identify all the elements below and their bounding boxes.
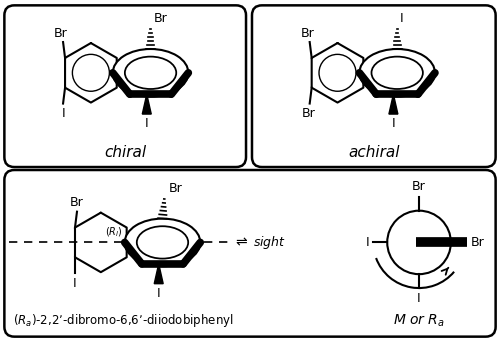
- Text: $(R_l)$: $(R_l)$: [105, 226, 122, 239]
- Text: I: I: [392, 117, 395, 130]
- Text: $(R_a)$-2,2’-dibromo-6,6’-diiodobiphenyl: $(R_a)$-2,2’-dibromo-6,6’-diiodobiphenyl: [14, 312, 234, 329]
- Text: $M$ or $R_a$: $M$ or $R_a$: [393, 312, 445, 329]
- Text: Br: Br: [412, 180, 426, 193]
- Text: Br: Br: [302, 106, 316, 119]
- Text: I: I: [417, 292, 421, 305]
- Text: Br: Br: [54, 27, 68, 40]
- Text: Br: Br: [154, 12, 168, 25]
- Text: I: I: [157, 287, 160, 300]
- Polygon shape: [389, 94, 398, 114]
- Polygon shape: [154, 264, 163, 284]
- Ellipse shape: [113, 49, 188, 96]
- Text: Br: Br: [168, 182, 182, 195]
- Text: I: I: [366, 236, 370, 249]
- Text: Br: Br: [301, 27, 314, 40]
- Text: ⇌: ⇌: [235, 235, 246, 249]
- Text: Br: Br: [70, 196, 84, 209]
- Text: $\it{sight}$: $\it{sight}$: [253, 234, 286, 251]
- Text: I: I: [400, 12, 404, 25]
- Text: I: I: [73, 277, 77, 290]
- Text: I: I: [62, 106, 65, 119]
- Ellipse shape: [124, 219, 200, 266]
- Text: I: I: [145, 117, 148, 130]
- Text: Br: Br: [471, 236, 484, 249]
- Ellipse shape: [360, 49, 435, 96]
- Text: achiral: achiral: [348, 145, 400, 160]
- Polygon shape: [142, 94, 152, 114]
- Text: chiral: chiral: [104, 145, 147, 160]
